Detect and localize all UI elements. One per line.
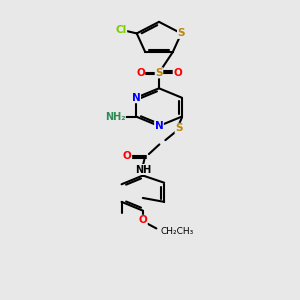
Text: Cl: Cl bbox=[116, 25, 127, 35]
Text: O: O bbox=[136, 68, 145, 78]
Text: S: S bbox=[175, 123, 183, 134]
Text: N: N bbox=[132, 93, 140, 103]
Text: NH₂: NH₂ bbox=[105, 112, 125, 122]
Text: NH: NH bbox=[135, 164, 151, 175]
Text: O: O bbox=[139, 215, 147, 225]
Text: S: S bbox=[155, 68, 163, 78]
Text: N: N bbox=[154, 121, 164, 131]
Text: CH₂CH₃: CH₂CH₃ bbox=[161, 226, 194, 236]
Text: O: O bbox=[123, 151, 132, 161]
Text: O: O bbox=[173, 68, 182, 78]
Text: S: S bbox=[178, 28, 185, 38]
